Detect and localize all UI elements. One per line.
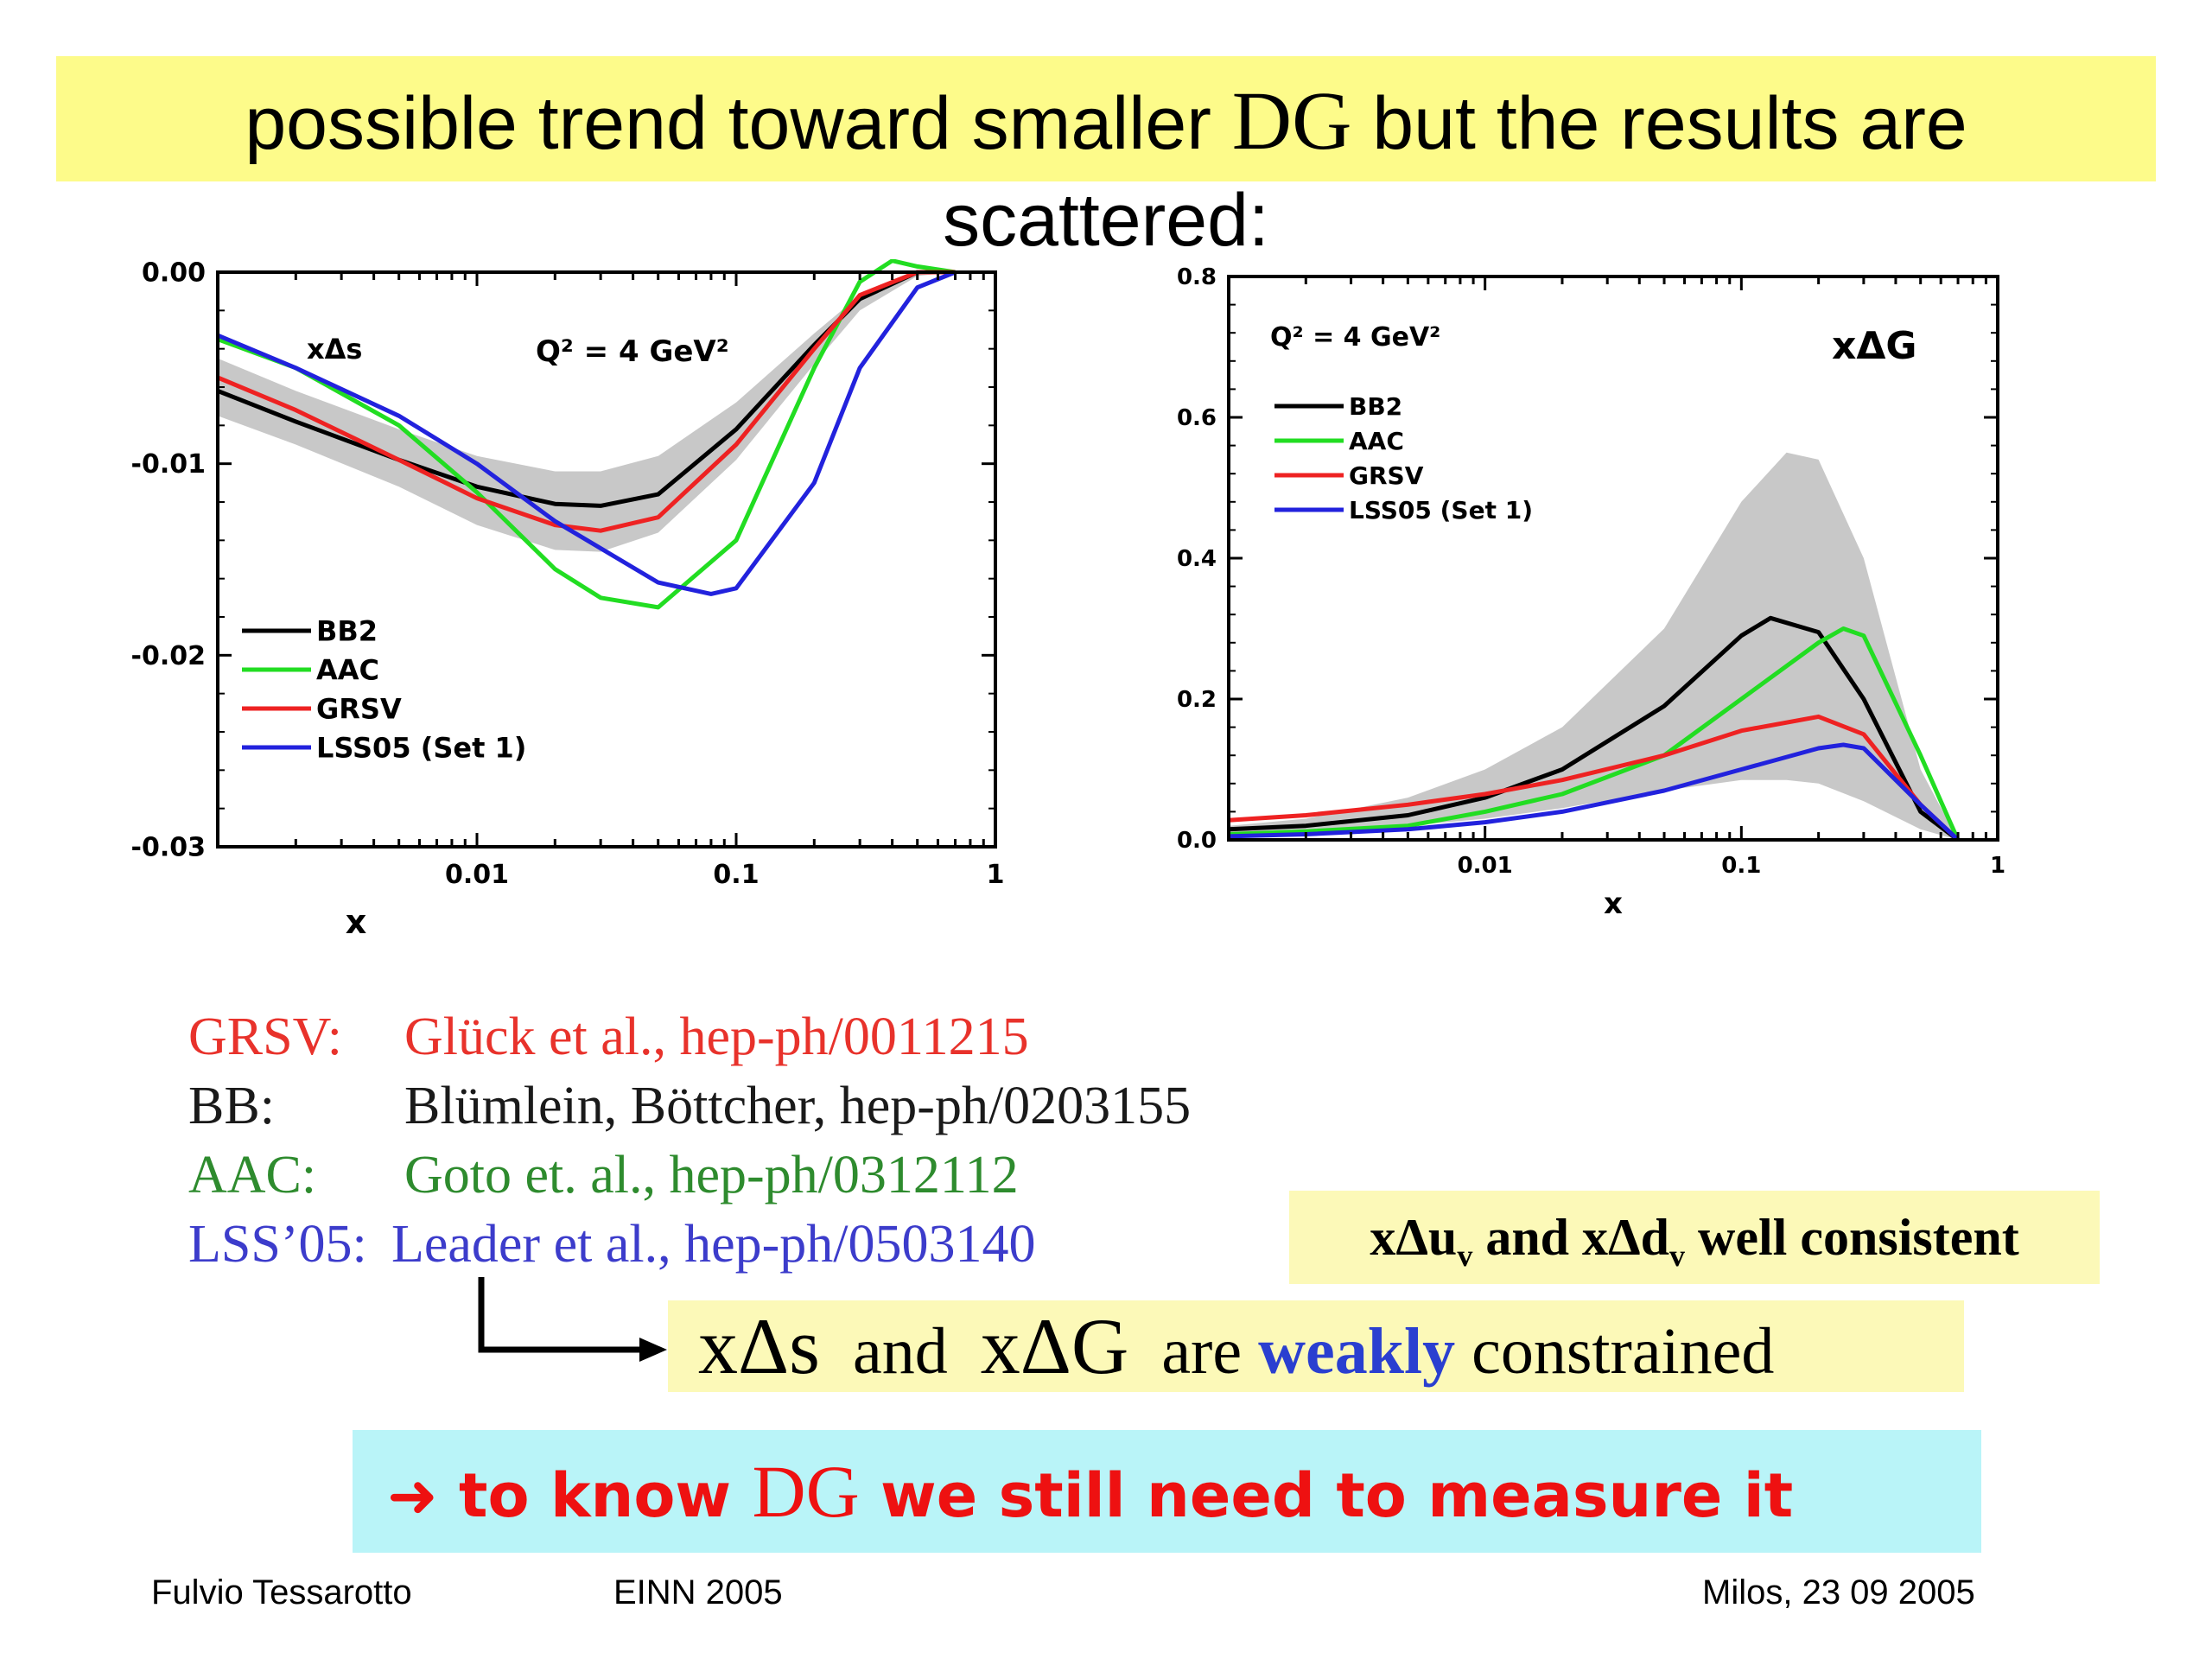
scale-label: Q² = 4 GeV² [536, 334, 729, 369]
reference-key: LSS’05: [188, 1215, 367, 1274]
y-tick-label: -0.01 [131, 449, 206, 480]
footer-author: Fulvio Tessarotto [151, 1573, 412, 1611]
x-axis-label: x [346, 903, 367, 941]
legend-label: GRSV [1349, 461, 1424, 490]
chart-xdg: 0.01 0.1 1 0.0 0.2 0.4 0.6 0.8 x xΔG Q² = 4 GeV² BB… [1177, 264, 2005, 921]
legend-label: GRSV [316, 692, 402, 725]
scale-label: Q² = 4 GeV² [1270, 322, 1440, 353]
series-line-lss05 [217, 270, 957, 596]
y-tick-label: 0.0 [1177, 828, 1217, 854]
weakly-highlight: weakly [1258, 1315, 1456, 1388]
reference-key: GRSV: [188, 1007, 343, 1066]
plot-frame [216, 270, 997, 849]
reference-text: Goto et. al., hep-ph/0312112 [404, 1146, 1019, 1205]
title-highlight [56, 56, 2156, 181]
series-line-grsv [1228, 714, 1960, 842]
x-tick-label: 1 [987, 860, 1005, 890]
reference-bb: BB: Blümlein, Böttcher, hep-ph/0203155 [188, 1071, 1191, 1141]
footer-conference: EINN 2005 [613, 1573, 783, 1611]
elbow-arrow-icon [478, 1277, 667, 1362]
uncertainty-band [218, 272, 956, 552]
chart-xds: 0.01 0.1 1 0.00 -0.01 -0.02 -0.03 x xΔs Q² = 4 Ge… [131, 259, 1005, 941]
uncertainty-band [1229, 452, 1958, 840]
series-line-aac [1228, 626, 1961, 842]
reference-text: Glück et al., hep-ph/0011215 [404, 1007, 1029, 1066]
reference-text: Blümlein, Böttcher, hep-ph/0203155 [404, 1077, 1192, 1135]
reference-grsv: GRSV: Glück et al., hep-ph/0011215 [188, 1002, 1029, 1071]
plot-area [1228, 452, 1961, 842]
conclusion-note: ➜ to know DG we still need to measure it [353, 1430, 1981, 1553]
legend-label: BB2 [316, 614, 378, 647]
plot-area [217, 259, 995, 610]
legend-label: AAC [316, 653, 379, 686]
x-tick-label: 0.01 [1458, 853, 1513, 879]
y-tick-label: 0.00 [142, 259, 206, 289]
reference-key: AAC: [188, 1146, 317, 1205]
x-axis-label: x [1604, 887, 1623, 921]
legend-label: LSS05 (Set 1) [1349, 496, 1533, 524]
y-tick-label: 0.2 [1177, 687, 1217, 713]
y-tick-label: 0.8 [1177, 264, 1217, 290]
y-tick-label: -0.03 [131, 833, 206, 863]
legend-label: AAC [1349, 427, 1404, 455]
reference-text: Leader et al., hep-ph/0503140 [391, 1215, 1036, 1274]
footer-place-date: Milos, 23 09 2005 [1702, 1573, 1975, 1611]
constrained-note: xΔs and xΔG are weakly constrained [668, 1300, 1964, 1392]
slide-title-line-1: possible trend toward smaller DG but the… [245, 74, 1967, 167]
series-line-lss05 [1228, 742, 1960, 842]
y-tick-label: -0.02 [131, 641, 206, 671]
slide-title-line-2: scattered: [943, 179, 1269, 262]
curve-annotation: xΔs [307, 333, 362, 365]
arrow-right-icon: ➜ [387, 1460, 438, 1531]
reference-key: BB: [188, 1077, 275, 1135]
series-line-bb2 [1228, 615, 1960, 842]
legend-label: BB2 [1349, 392, 1402, 421]
series-line-grsv [217, 270, 956, 533]
reference-lss05: LSS’05: Leader et al., hep-ph/0503140 [188, 1210, 1035, 1279]
x-tick-label: 1 [1990, 853, 2005, 879]
curve-annotation: xΔG [1832, 324, 1917, 368]
reference-aac: AAC: Goto et. al., hep-ph/0312112 [188, 1141, 1019, 1210]
dg-symbol: DG [1231, 74, 1352, 167]
legend-label: LSS05 (Set 1) [316, 731, 526, 764]
x-tick-label: 0.1 [713, 860, 759, 890]
x-tick-label: 0.1 [1721, 853, 1761, 879]
series-line-aac [217, 259, 956, 610]
y-tick-label: 0.6 [1177, 405, 1217, 431]
consistent-note: xΔuv and xΔdv well consistent [1289, 1191, 2100, 1284]
y-tick-label: 0.4 [1177, 546, 1217, 572]
x-tick-label: 0.01 [445, 860, 509, 890]
